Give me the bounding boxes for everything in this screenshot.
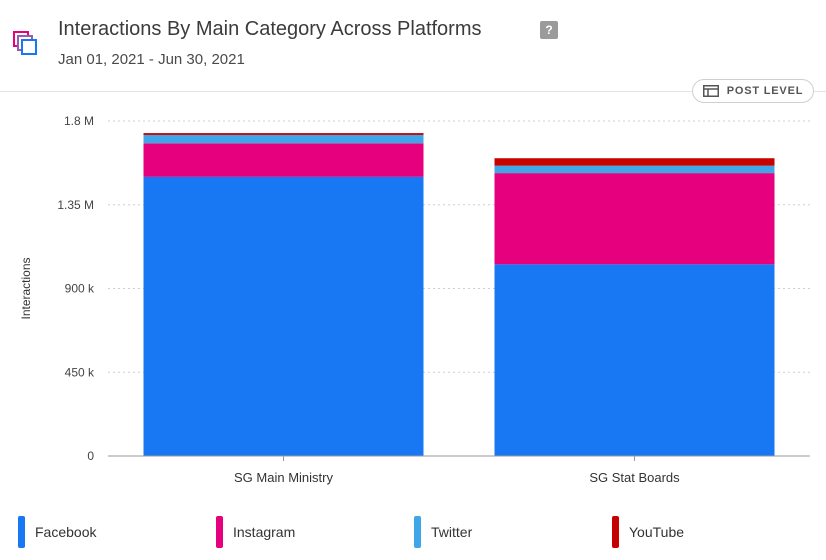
date-range: Jan 01, 2021 - Jun 30, 2021 [58,51,245,68]
y-tick-label: 0 [87,449,94,463]
legend-label: Facebook [35,524,97,540]
stacked-bar-chart: 0 450 k 900 k 1.35 M 1.8 M Interactions SG Mai… [19,114,810,485]
help-icon[interactable]: ? [540,21,558,39]
chart-title: Interactions By Main Category Across Pla… [58,18,482,40]
legend-item[interactable]: Facebook [18,516,96,548]
bar-segment[interactable] [494,158,775,166]
bar-segment[interactable] [143,143,424,177]
legend-item[interactable]: Instagram [216,516,295,548]
bar-segment[interactable] [143,134,424,144]
header-divider [0,91,826,92]
legend-swatch [612,516,619,548]
bar-segment[interactable] [494,165,775,174]
legend-item[interactable]: Twitter [414,516,472,548]
y-tick-label: 1.35 M [57,198,94,212]
bar-segment[interactable] [143,176,424,456]
y-tick-label: 900 k [65,282,95,296]
post-level-button[interactable]: POST LEVEL [692,79,814,103]
table-icon [702,85,719,97]
x-tick-label: SG Stat Boards [589,470,680,485]
stacked-squares-icon [13,31,37,55]
bar-segment[interactable] [494,264,775,456]
legend-item[interactable]: YouTube [612,516,684,548]
legend-label: Twitter [431,524,473,540]
chart-legend: Facebook Instagram Twitter YouTube [0,516,826,552]
legend-swatch [18,516,25,548]
legend-swatch [414,516,421,548]
x-tick-label: SG Main Ministry [234,470,333,485]
y-tick-label: 1.8 M [64,114,94,128]
bar-segment[interactable] [143,133,424,135]
legend-swatch [216,516,223,548]
legend-label: YouTube [629,524,685,540]
bar-segment[interactable] [494,173,775,265]
y-tick-label: 450 k [65,365,95,379]
y-axis-title: Interactions [19,257,33,319]
legend-label: Instagram [233,524,296,540]
post-level-label: POST LEVEL [726,85,804,97]
